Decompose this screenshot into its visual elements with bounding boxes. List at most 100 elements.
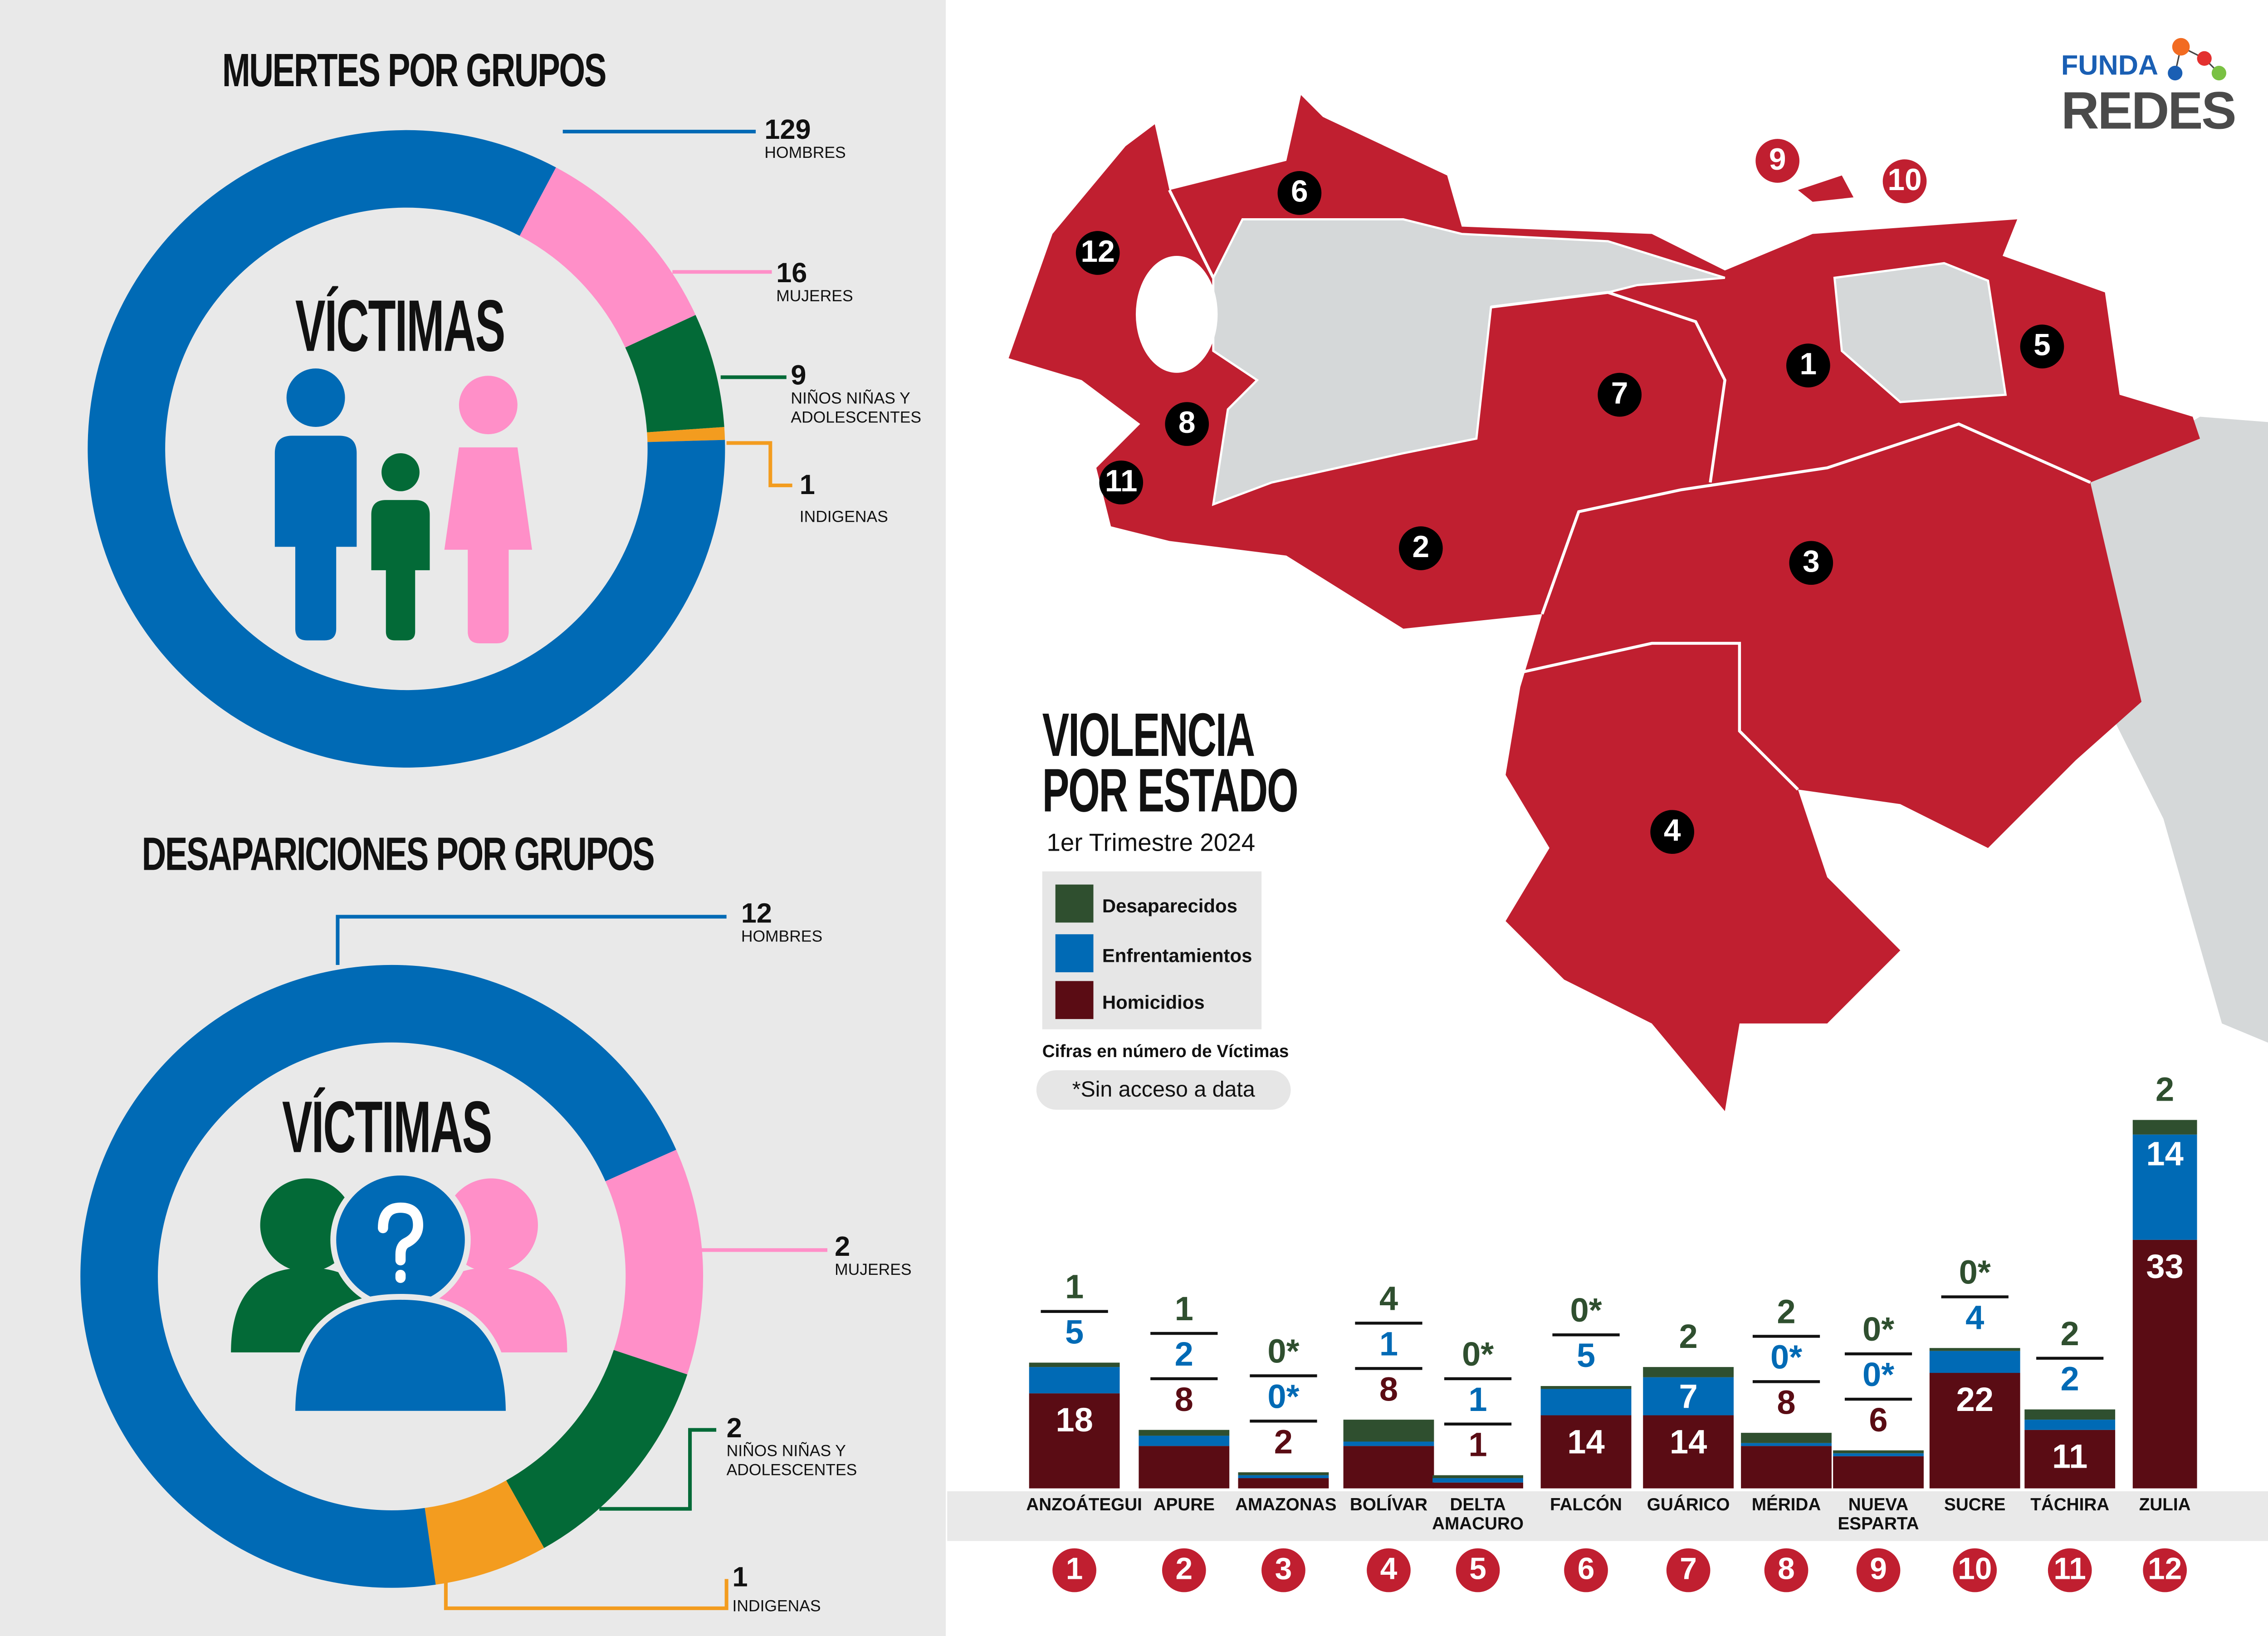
- state-number-badge[interactable]: 1: [1052, 1548, 1096, 1592]
- value-enfrentamientos: 0*: [1267, 1377, 1300, 1415]
- disappearances-title: DESAPARICIONES POR GRUPOS: [142, 827, 655, 881]
- value-enfrentamientos: 0*: [1770, 1337, 1803, 1376]
- divider-line: [1444, 1422, 1512, 1425]
- state-label: MÉRIDA: [1751, 1494, 1821, 1515]
- guyana-region: [2090, 416, 2268, 1043]
- child-icon: [371, 453, 430, 641]
- legend-swatch-enfrentamientos: [1055, 934, 1094, 973]
- state-label: AMAZONAS: [1235, 1494, 1337, 1515]
- value-enfrentamientos: 7: [1679, 1377, 1698, 1416]
- map-marker-4[interactable]: 4: [1650, 810, 1694, 854]
- bar-desaparecidos: [1929, 1348, 2020, 1352]
- bar-enfrentamientos: [1833, 1454, 1924, 1457]
- bar-enfrentamientos: [1343, 1441, 1434, 1446]
- divider-line: [1355, 1322, 1422, 1325]
- bar-enfrentamientos: [2024, 1420, 2116, 1430]
- state-number-badge[interactable]: 8: [1764, 1548, 1809, 1592]
- value-homicidios: 6: [1869, 1401, 1888, 1440]
- map-marker-3[interactable]: 3: [1789, 541, 1833, 585]
- donut-slice-mujeres: [605, 1150, 704, 1375]
- map-marker-7[interactable]: 7: [1598, 372, 1642, 417]
- map-marker-9[interactable]: 9: [1755, 139, 1800, 183]
- value-enfrentamientos: 1: [1468, 1380, 1487, 1418]
- value-desaparecidos: 0*: [1570, 1290, 1602, 1329]
- value-enfrentamientos: 2: [1174, 1335, 1193, 1374]
- deaths-children: 9 NIÑOS NIÑAS Y ADOLESCENTES: [791, 361, 922, 427]
- woman-icon: [444, 376, 533, 643]
- divider-line: [1552, 1332, 1620, 1336]
- bar-homicidios: [1029, 1393, 1120, 1489]
- value-homicidios: 22: [1956, 1380, 1994, 1418]
- deaths-title: MUERTES POR GRUPOS: [222, 44, 607, 97]
- bar-enfrentamientos: [1432, 1478, 1523, 1483]
- note: Cifras en número de Víctimas: [1042, 1041, 1289, 1062]
- bar-enfrentamientos: [1029, 1367, 1120, 1394]
- bar-desaparecidos: [1540, 1385, 1632, 1389]
- state-number-badge[interactable]: 6: [1564, 1548, 1608, 1592]
- bar-homicidios: [1929, 1372, 2020, 1489]
- state-number-badge[interactable]: 10: [1953, 1548, 1997, 1592]
- value-homicidios: 8: [1174, 1381, 1193, 1419]
- state-label: SUCRE: [1944, 1494, 2006, 1515]
- state-number-badge[interactable]: 7: [1666, 1548, 1711, 1592]
- bar-enfrentamientos: [1238, 1474, 1329, 1478]
- value-enfrentamientos: 1: [1379, 1325, 1398, 1363]
- value-desaparecidos: 2: [1679, 1318, 1698, 1356]
- bar-homicidios: [1343, 1446, 1434, 1489]
- bar-enfrentamientos: [1929, 1351, 2020, 1373]
- venezuela-map: [1008, 95, 2268, 1112]
- donut-slice-niños: [506, 1350, 688, 1548]
- state-number-badge[interactable]: 5: [1456, 1548, 1500, 1592]
- state-number-badge[interactable]: 9: [1856, 1548, 1901, 1592]
- divider-line: [1444, 1377, 1512, 1380]
- disp-men: 12 HOMBRES: [741, 899, 823, 946]
- bar-homicidios: [1833, 1456, 1924, 1489]
- value-desaparecidos: 0*: [1462, 1334, 1494, 1373]
- no-access-note: *Sin acceso a data: [1036, 1070, 1291, 1110]
- bar-enfrentamientos: [2132, 1135, 2197, 1240]
- value-homicidios: 14: [1567, 1422, 1605, 1460]
- state-number-badge[interactable]: 3: [1261, 1548, 1305, 1592]
- value-desaparecidos: 4: [1379, 1279, 1398, 1318]
- map-marker-1[interactable]: 1: [1786, 343, 1830, 387]
- divider-line: [1041, 1309, 1108, 1313]
- map-marker-10[interactable]: 10: [1882, 159, 1927, 203]
- value-homicidios: 11: [2052, 1438, 2088, 1476]
- value-enfrentamientos: 0*: [1862, 1356, 1895, 1394]
- donut-charts: [80, 130, 827, 1610]
- logo-redes: REDES: [2061, 80, 2237, 141]
- value-enfrentamientos: 14: [2146, 1135, 2184, 1173]
- state-label: APURE: [1153, 1494, 1215, 1515]
- state-label: TÁCHIRA: [2030, 1494, 2110, 1515]
- divider-line: [1941, 1296, 2009, 1299]
- deaths-indigenous: 1 INDIGENAS: [799, 470, 888, 527]
- divider-line: [1150, 1332, 1218, 1336]
- man-icon: [274, 368, 357, 641]
- map-marker-5[interactable]: 5: [2020, 324, 2064, 369]
- state-number-badge[interactable]: 11: [2048, 1548, 2092, 1592]
- state-number-badge[interactable]: 2: [1162, 1548, 1206, 1592]
- bar-enfrentamientos: [1741, 1443, 1832, 1446]
- state-label: ZULIA: [2139, 1494, 2191, 1515]
- state-number-badge[interactable]: 4: [1367, 1548, 1411, 1592]
- disp-indigenous: 1 INDIGENAS: [732, 1563, 821, 1616]
- legend: Desaparecidos Enfrentamientos Homicidios: [1042, 871, 1262, 1029]
- value-desaparecidos: 2: [2156, 1070, 2175, 1109]
- divider-line: [1844, 1353, 1912, 1356]
- logo-molecule-icon: [2168, 38, 2227, 81]
- map-marker-11[interactable]: 11: [1099, 460, 1144, 505]
- bar-desaparecidos: [1643, 1367, 1734, 1378]
- value-desaparecidos: 0*: [1267, 1332, 1300, 1370]
- map-marker-6[interactable]: 6: [1277, 171, 1322, 215]
- state-label: ANZOÁTEGUI: [1026, 1494, 1142, 1515]
- bar-desaparecidos: [1343, 1420, 1434, 1441]
- map-marker-2[interactable]: 2: [1399, 526, 1443, 570]
- map-marker-12[interactable]: 12: [1075, 231, 1120, 275]
- person-question-icon: [289, 1170, 512, 1417]
- map-marker-8[interactable]: 8: [1165, 402, 1209, 446]
- divider-line: [1752, 1380, 1820, 1383]
- state-number-badge[interactable]: 12: [2143, 1548, 2187, 1592]
- bar-desaparecidos: [2132, 1120, 2197, 1135]
- bar-homicidios: [1139, 1446, 1230, 1489]
- divider-line: [1355, 1367, 1422, 1371]
